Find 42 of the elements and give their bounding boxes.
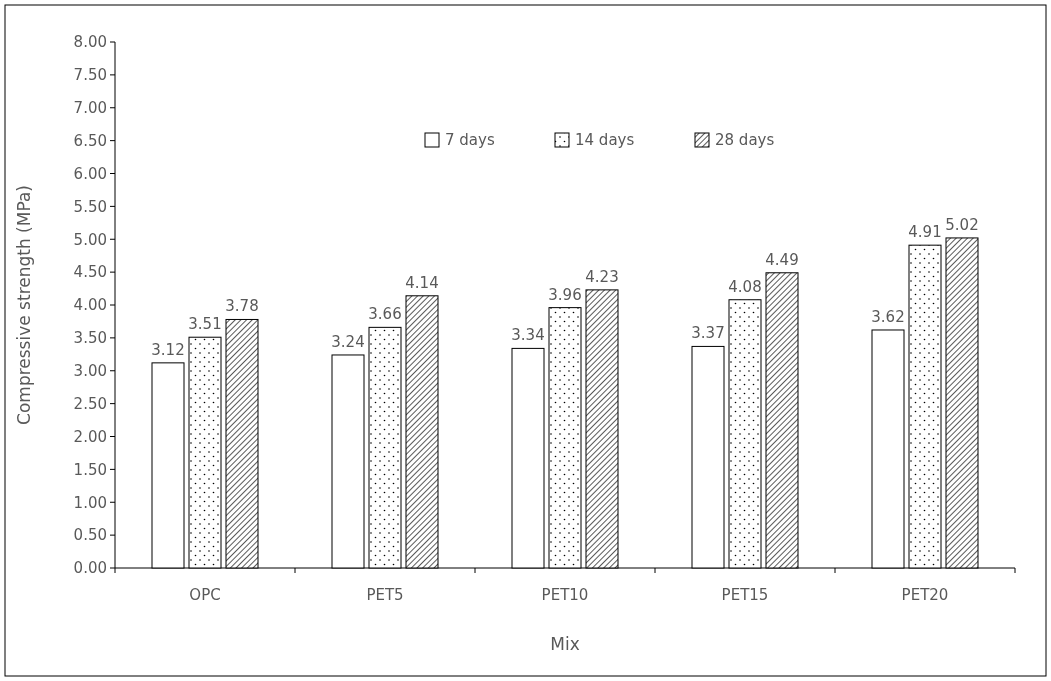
- legend-label: 14 days: [575, 131, 635, 150]
- y-tick-label: 3.00: [73, 362, 107, 380]
- y-tick-label: 2.50: [73, 394, 107, 413]
- data-label: 3.66: [368, 305, 402, 324]
- y-tick-label: 7.00: [73, 99, 107, 117]
- y-tick-label: 6.50: [73, 131, 107, 150]
- legend-label: 28 days: [715, 131, 775, 150]
- data-label: 3.78: [225, 297, 259, 316]
- y-tick-label: 1.00: [73, 493, 107, 512]
- x-tick-label: PET10: [541, 586, 589, 604]
- y-tick-label: 7.50: [73, 66, 107, 85]
- data-label: 4.91: [908, 223, 942, 242]
- x-tick-label: PET15: [721, 586, 769, 604]
- y-tick-label: 5.50: [73, 197, 107, 216]
- data-label: 4.23: [585, 267, 619, 286]
- y-tick-label: 6.00: [73, 164, 107, 183]
- y-tick-label: 8.00: [73, 33, 107, 52]
- data-label: 3.24: [331, 332, 365, 351]
- data-label: 3.37: [691, 324, 725, 343]
- y-axis-title: Compressive strength (MPa): [14, 185, 34, 425]
- data-label: 3.12: [151, 340, 185, 359]
- y-tick-label: 2.00: [73, 427, 107, 446]
- y-tick-label: 5.00: [73, 230, 107, 249]
- data-label: 3.51: [188, 315, 222, 334]
- data-label: 3.34: [511, 326, 545, 345]
- y-tick-label: 3.50: [73, 329, 107, 348]
- data-label: 4.49: [765, 250, 799, 269]
- y-tick-label: 0.00: [73, 559, 107, 578]
- x-tick-label: PET20: [901, 586, 949, 604]
- data-label: 5.02: [945, 215, 979, 234]
- data-label: 3.62: [871, 307, 905, 326]
- data-label: 4.14: [405, 273, 439, 292]
- data-label: 4.08: [728, 277, 762, 296]
- data-label: 3.96: [548, 285, 582, 304]
- x-axis-title: Mix: [550, 634, 580, 654]
- y-tick-label: 4.00: [73, 296, 107, 315]
- y-tick-label: 1.50: [73, 460, 107, 479]
- x-tick-label: OPC: [189, 586, 221, 604]
- y-tick-label: 4.50: [73, 263, 107, 282]
- x-tick-label: PET5: [366, 586, 404, 604]
- y-tick-label: 0.50: [73, 526, 107, 545]
- legend-label: 7 days: [445, 131, 495, 150]
